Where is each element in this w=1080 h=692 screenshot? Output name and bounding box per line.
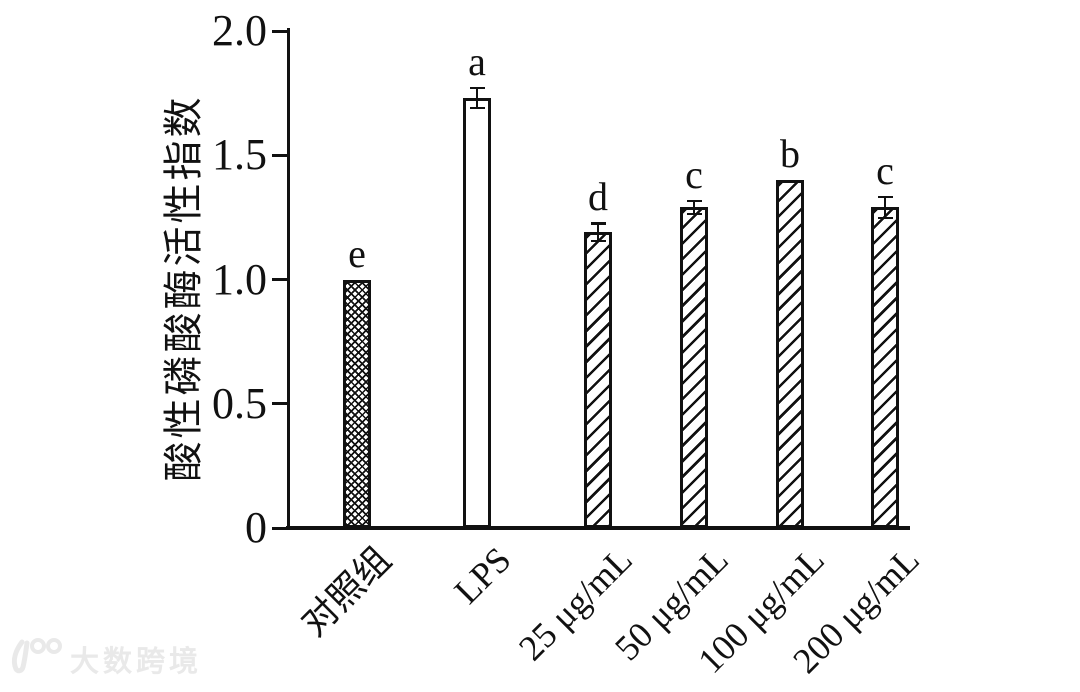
- error-bar-cap: [469, 86, 485, 90]
- significance-letter: d: [588, 174, 608, 220]
- significance-letter: c: [876, 147, 894, 193]
- y-tick-mark: [272, 29, 287, 33]
- bar-5: [776, 180, 804, 528]
- bar-2: [463, 98, 491, 528]
- y-tick-label: 1.0: [212, 254, 267, 304]
- error-bar-cap: [686, 199, 702, 203]
- significance-letter: c: [685, 151, 703, 197]
- error-bar: [692, 200, 696, 214]
- error-bar-cap: [469, 106, 485, 110]
- y-tick-label: 2.0: [212, 6, 267, 55]
- x-category-label: LPS: [446, 539, 519, 612]
- bar-6: [871, 207, 899, 528]
- watermark-text: 大数跨境: [70, 645, 203, 678]
- watermark: 大数跨境: [8, 636, 202, 681]
- error-bar: [596, 223, 600, 242]
- y-tick-mark: [272, 526, 287, 530]
- significance-letter: e: [348, 230, 366, 276]
- y-tick-mark: [272, 278, 287, 281]
- x-category-label: 对照组: [293, 539, 399, 644]
- error-bar-cap: [877, 195, 893, 199]
- y-tick-label: 1.5: [212, 130, 267, 180]
- x-axis-line: [286, 526, 910, 530]
- error-bar: [883, 196, 887, 218]
- significance-letter: b: [780, 131, 800, 177]
- y-tick-label: 0.5: [212, 378, 267, 428]
- bar-1: [343, 279, 371, 528]
- y-tick-mark: [272, 153, 287, 157]
- error-bar: [475, 88, 479, 109]
- error-bar-cap: [686, 212, 702, 216]
- error-bar-cap: [590, 239, 606, 243]
- significance-letter: a: [468, 39, 486, 85]
- bar-3: [584, 232, 612, 528]
- error-bar-cap: [877, 216, 893, 220]
- error-bar-cap: [590, 222, 606, 225]
- bar-4: [680, 207, 708, 528]
- y-axis-line: [287, 28, 290, 530]
- watermark-logo-icon: [8, 636, 62, 681]
- y-tick-mark: [272, 402, 287, 406]
- y-tick-label: 0: [245, 503, 267, 552]
